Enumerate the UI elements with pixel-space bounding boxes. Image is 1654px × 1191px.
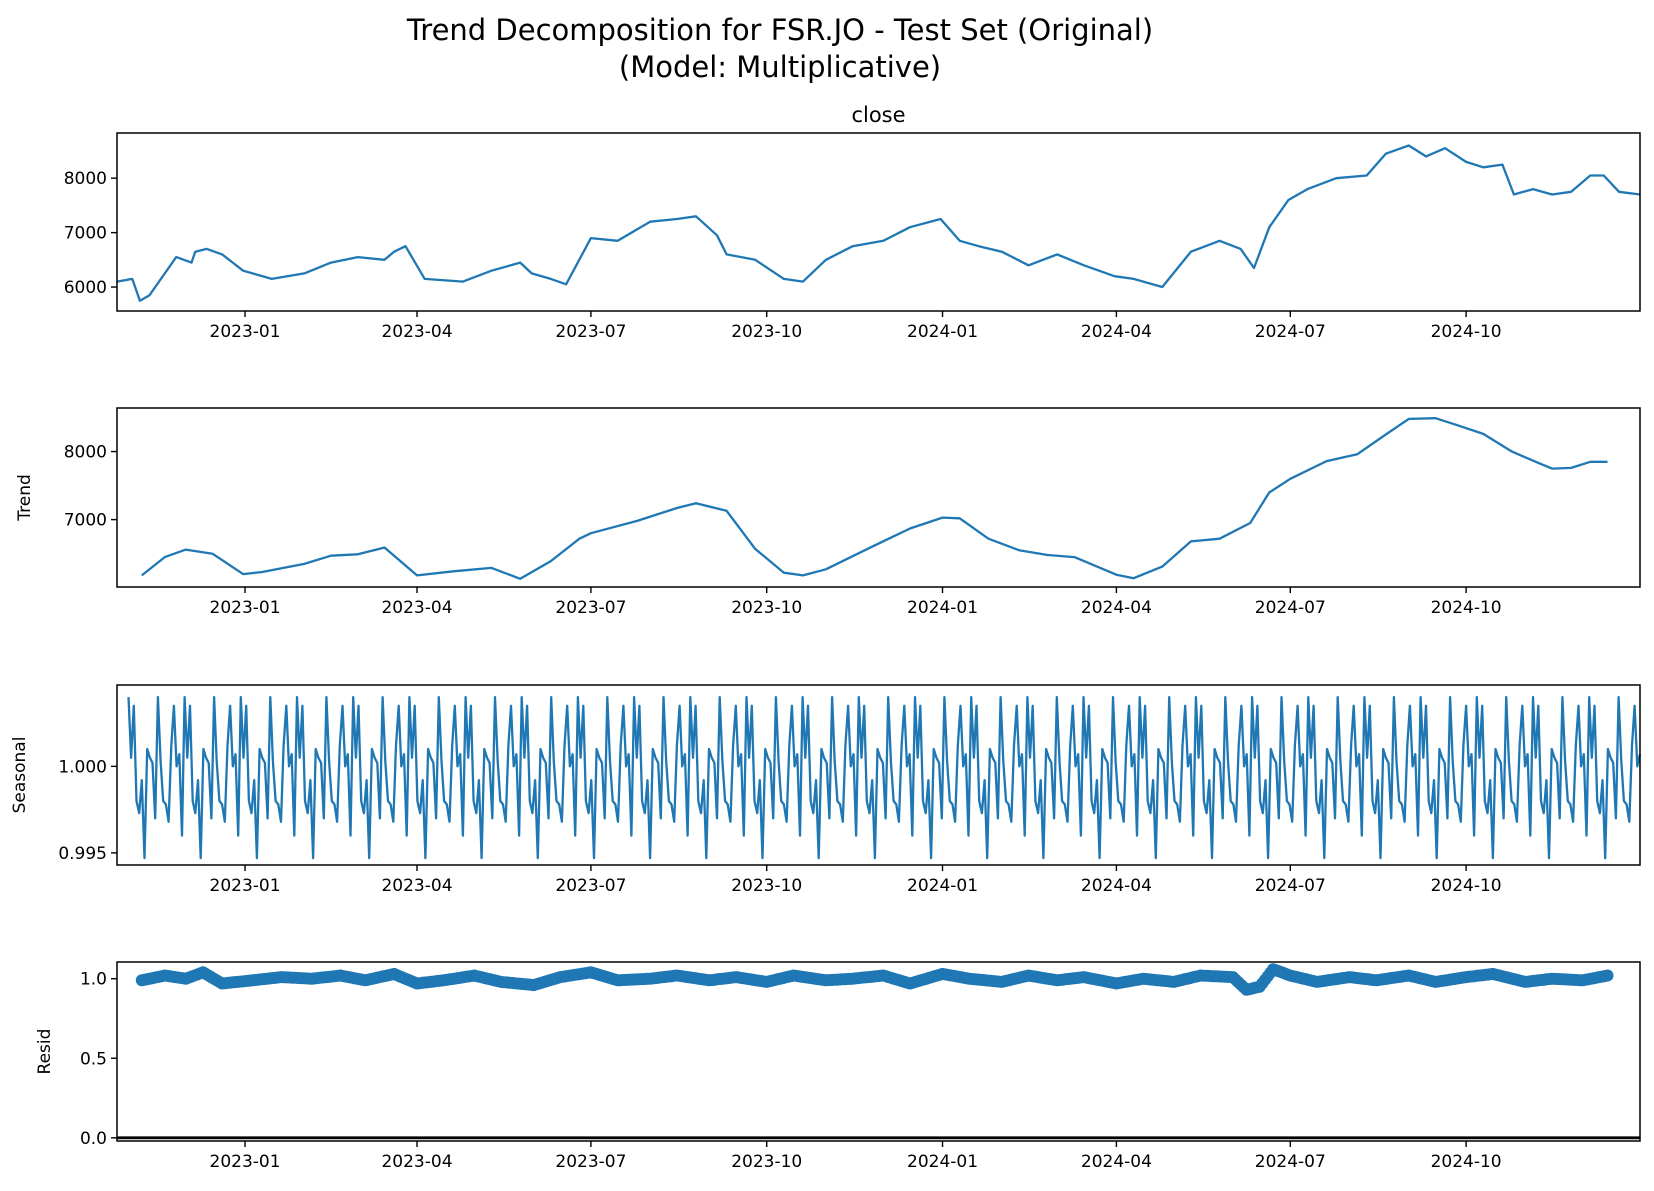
resid-x-tick-label: 2024-04 — [1081, 1152, 1152, 1172]
close-x-tick-label: 2024-01 — [907, 322, 978, 342]
resid-x-tick-label: 2024-10 — [1431, 1152, 1502, 1172]
figure-title-line-1: Trend Decomposition for FSR.JO - Test Se… — [406, 13, 1153, 47]
resid-point — [1601, 969, 1614, 982]
close-x-tick-label: 2024-07 — [1255, 322, 1326, 342]
resid-x-tick-label: 2023-01 — [210, 1152, 281, 1172]
close-y-tick-label: 8000 — [64, 169, 107, 189]
resid-y-tick-label: 1.0 — [80, 970, 107, 990]
figure-title-line-2: (Model: Multiplicative) — [619, 50, 941, 84]
seasonal-x-tick-label: 2024-07 — [1255, 876, 1326, 896]
trend-x-tick-label: 2024-07 — [1255, 598, 1326, 618]
trend-x-tick-label: 2023-01 — [210, 598, 281, 618]
resid-y-axis-label: Resid — [35, 1029, 55, 1075]
close-axes-frame — [116, 132, 1641, 312]
seasonal-y-tick-label: 1.000 — [58, 757, 107, 777]
seasonal-panel: 2023-01 2023-04 2023-07 2023-10 2024-01 2024-… — [10, 684, 1642, 896]
close-panel-title: close — [851, 103, 905, 127]
close-series-line — [116, 144, 1641, 302]
trend-y-tick-label: 8000 — [64, 443, 107, 463]
seasonal-x-tick-label: 2024-10 — [1431, 876, 1502, 896]
trend-axes-frame — [116, 407, 1641, 588]
trend-x-tick-label: 2024-10 — [1431, 598, 1502, 618]
resid-y-tick-label: 0.5 — [80, 1049, 107, 1069]
resid-x-tick-label: 2023-04 — [381, 1152, 452, 1172]
seasonal-x-tick-label: 2023-07 — [555, 876, 626, 896]
trend-x-tick-label: 2024-01 — [907, 598, 978, 618]
trend-x-tick-label: 2024-04 — [1081, 598, 1152, 618]
trend-series-line — [141, 417, 1608, 580]
close-x-tick-label: 2024-10 — [1431, 322, 1502, 342]
close-x-tick-label: 2023-07 — [555, 322, 626, 342]
seasonal-x-tick-label: 2024-04 — [1081, 876, 1152, 896]
resid-x-tick-label: 2024-07 — [1255, 1152, 1326, 1172]
seasonal-series-line — [127, 695, 1642, 860]
trend-y-axis-label: Trend — [15, 474, 35, 522]
seasonal-y-axis-label: Seasonal — [10, 737, 30, 814]
close-x-tick-label: 2023-10 — [731, 322, 802, 342]
trend-x-tick-label: 2023-04 — [381, 598, 452, 618]
close-panel: 2023-01 2023-04 2023-07 2023-10 2024-01 2024-… — [64, 103, 1641, 342]
trend-panel: 2023-01 2023-04 2023-07 2023-10 2024-01 2024-… — [15, 407, 1641, 618]
seasonal-y-tick-label: 0.995 — [58, 844, 107, 864]
resid-x-tick-label: 2024-01 — [907, 1152, 978, 1172]
seasonal-x-tick-label: 2023-10 — [731, 876, 802, 896]
seasonal-axes-frame — [116, 684, 1641, 866]
close-y-tick-label: 7000 — [64, 224, 107, 244]
close-y-tick-label: 6000 — [64, 278, 107, 298]
resid-panel: 2023-01 2023-04 2023-07 2023-10 2024-01 2024-… — [35, 961, 1641, 1172]
seasonal-x-tick-label: 2023-01 — [210, 876, 281, 896]
seasonal-x-tick-label: 2024-01 — [907, 876, 978, 896]
trend-x-tick-label: 2023-07 — [555, 598, 626, 618]
trend-x-tick-label: 2023-10 — [731, 598, 802, 618]
close-x-tick-label: 2023-01 — [210, 322, 281, 342]
resid-x-tick-label: 2023-07 — [555, 1152, 626, 1172]
close-x-tick-label: 2023-04 — [381, 322, 452, 342]
resid-y-tick-label: 0.0 — [80, 1129, 107, 1149]
seasonal-x-tick-label: 2023-04 — [381, 876, 452, 896]
resid-x-tick-label: 2023-10 — [731, 1152, 802, 1172]
resid-axes-frame — [116, 961, 1641, 1142]
close-x-tick-label: 2024-04 — [1081, 322, 1152, 342]
trend-y-tick-label: 7000 — [64, 511, 107, 531]
